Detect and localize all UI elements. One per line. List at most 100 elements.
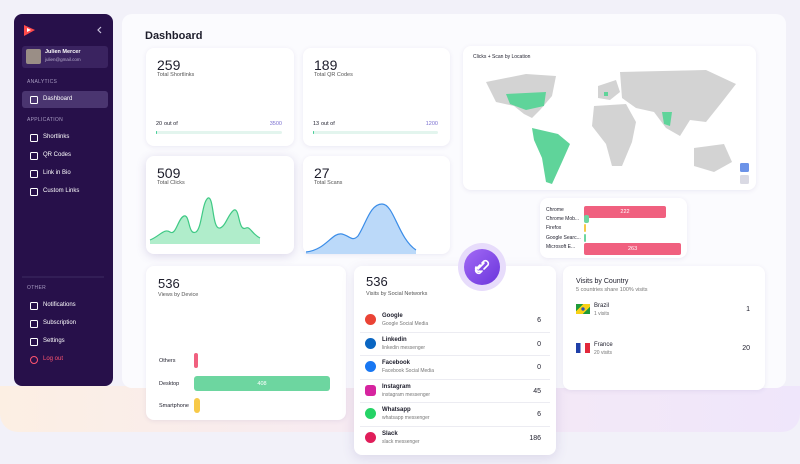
sparkline-line bbox=[305, 203, 417, 253]
map-title: Clicks + Scan by Location bbox=[473, 54, 531, 60]
user-card bbox=[22, 46, 108, 68]
india-highlight bbox=[662, 112, 672, 126]
progress-fill bbox=[313, 131, 315, 134]
stat-card bbox=[303, 48, 450, 146]
social-name: Whatsapp bbox=[382, 407, 411, 414]
device-bar bbox=[194, 353, 198, 368]
device-name: Smartphone bbox=[159, 403, 189, 409]
row-divider bbox=[360, 355, 550, 356]
browser-name: Chrome Mob... bbox=[546, 216, 580, 223]
nav-item[interactable]: Notifications bbox=[43, 302, 76, 308]
nav-item[interactable]: Link in Bio bbox=[43, 170, 71, 176]
browser-name: Microsoft E... bbox=[546, 243, 576, 250]
country-name: Brazil bbox=[594, 303, 610, 309]
stat-label: Total QR Codes bbox=[314, 72, 353, 78]
browser-value: 263 bbox=[627, 245, 638, 252]
browser-value: 222 bbox=[620, 209, 630, 215]
user-email: julien@gmail.com bbox=[45, 57, 81, 62]
south-america bbox=[532, 128, 570, 184]
progress-track bbox=[313, 131, 438, 134]
section-heading: APPLICATION bbox=[27, 117, 63, 123]
zoom-in[interactable] bbox=[740, 163, 749, 172]
world-map bbox=[486, 70, 749, 184]
nav-item[interactable]: QR Codes bbox=[43, 152, 72, 158]
social-title: Visits by Social Networks bbox=[366, 291, 428, 297]
nav-item[interactable]: Settings bbox=[43, 338, 65, 344]
device-title: Views by Device bbox=[158, 292, 199, 298]
social-icon bbox=[365, 314, 376, 325]
nav-item[interactable]: Subscription bbox=[43, 320, 77, 326]
device-total: 536 bbox=[158, 276, 180, 291]
row-divider bbox=[360, 378, 550, 380]
social-value: 0 bbox=[537, 364, 541, 372]
europe bbox=[598, 80, 620, 100]
nav-icon bbox=[30, 302, 38, 310]
sparkline-area bbox=[306, 204, 416, 254]
device-bar bbox=[194, 398, 200, 413]
country-visits: 1 visits bbox=[594, 311, 610, 317]
browser-bar bbox=[584, 224, 586, 233]
nav-item[interactable]: Dashboard bbox=[43, 96, 73, 102]
device-name: Desktop bbox=[159, 380, 180, 387]
nav-item[interactable]: Shortlinks bbox=[43, 134, 70, 140]
link-badge[interactable] bbox=[464, 249, 500, 285]
social-value: 45 bbox=[533, 387, 541, 395]
social-subtitle: whatsapp messenger bbox=[382, 415, 430, 422]
social-subtitle: instagram messenger bbox=[382, 391, 431, 398]
country-title: Visits by Country bbox=[576, 278, 629, 285]
progress-text: out of bbox=[164, 121, 178, 127]
stat-label: Total Clicks bbox=[157, 180, 185, 186]
browser-bar bbox=[584, 206, 666, 218]
country-value: 20 bbox=[742, 345, 750, 352]
social-name: Google bbox=[382, 313, 403, 319]
social-value: 186 bbox=[529, 435, 541, 442]
sparkline-area bbox=[150, 197, 260, 244]
logo-inner bbox=[27, 28, 31, 32]
country-subtitle: 5 countries share 100% visits bbox=[576, 287, 648, 293]
clicks-sparkline bbox=[149, 197, 261, 244]
country-card bbox=[563, 266, 765, 390]
browser-bar bbox=[584, 215, 589, 224]
browser-name: Firefox bbox=[546, 225, 562, 232]
collapse-icon[interactable] bbox=[97, 26, 102, 34]
row-divider bbox=[360, 402, 550, 403]
social-name: Instagram bbox=[382, 383, 411, 390]
flag bbox=[576, 343, 590, 353]
social-value: 6 bbox=[537, 411, 541, 419]
zoom-out[interactable] bbox=[740, 175, 749, 184]
australia bbox=[694, 144, 732, 172]
social-icon bbox=[365, 432, 376, 443]
device-card bbox=[146, 266, 346, 420]
stat-label: Total Shortlinks bbox=[157, 72, 195, 78]
stat-label: Total Scans bbox=[314, 180, 343, 186]
nav-icon bbox=[30, 96, 38, 104]
social-card bbox=[354, 266, 556, 455]
nav-item[interactable]: Custom Links bbox=[43, 188, 80, 194]
usa-highlight bbox=[506, 92, 546, 110]
nav-icon bbox=[30, 356, 38, 364]
stat-card bbox=[146, 48, 294, 146]
social-icon bbox=[365, 337, 376, 349]
nav-icon bbox=[30, 320, 38, 328]
africa bbox=[592, 104, 636, 166]
nav-item[interactable]: Log out bbox=[43, 356, 64, 362]
user-name: Julien Mercer bbox=[45, 49, 81, 55]
social-name: Facebook bbox=[382, 360, 411, 367]
asia bbox=[620, 70, 736, 136]
social-icon bbox=[365, 408, 376, 420]
link-glyph bbox=[474, 259, 490, 275]
device-name: Others bbox=[159, 358, 176, 364]
stat-value: 259 bbox=[157, 57, 181, 73]
section-heading: OTHER bbox=[27, 285, 46, 291]
row-divider bbox=[360, 426, 550, 427]
device-bar bbox=[194, 375, 330, 391]
social-subtitle: slack messenger bbox=[382, 439, 420, 445]
nav-icon bbox=[30, 134, 38, 142]
country-value: 1 bbox=[746, 306, 750, 313]
progress-max: 3500 bbox=[269, 121, 282, 127]
stat-value: 509 bbox=[157, 165, 181, 181]
social-name: Linkedin bbox=[382, 336, 407, 343]
nav-icon bbox=[30, 338, 38, 346]
browser-bar bbox=[584, 233, 586, 242]
